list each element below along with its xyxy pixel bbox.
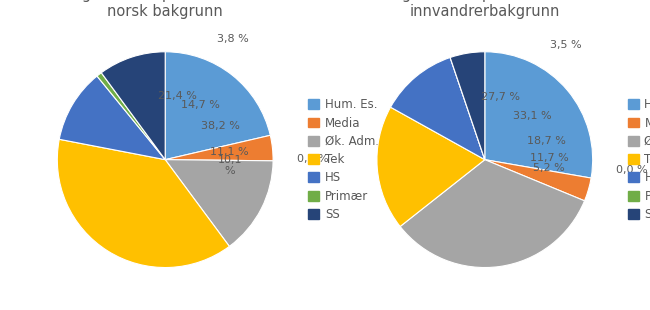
- Text: 11,1 %: 11,1 %: [210, 148, 249, 157]
- Text: 11,7 %: 11,7 %: [530, 153, 569, 163]
- Wedge shape: [165, 135, 273, 161]
- Wedge shape: [97, 73, 165, 160]
- Legend: Hum. Es., Media, Øk. Adm., Tek, HS, Primær, SS: Hum. Es., Media, Øk. Adm., Tek, HS, Prim…: [625, 96, 650, 224]
- Text: 21,4 %: 21,4 %: [158, 91, 197, 101]
- Text: 0,0 %: 0,0 %: [616, 166, 647, 175]
- Text: 14,7 %: 14,7 %: [181, 100, 220, 110]
- Wedge shape: [165, 52, 270, 160]
- Text: 18,7 %: 18,7 %: [528, 136, 566, 146]
- Text: 38,2 %: 38,2 %: [202, 121, 240, 131]
- Wedge shape: [165, 160, 273, 246]
- Title: Fagfelt blant personer med
innvandrerbakgrunn: Fagfelt blant personer med innvandrerbak…: [385, 0, 584, 20]
- Text: 3,8 %: 3,8 %: [217, 34, 249, 44]
- Wedge shape: [391, 57, 485, 160]
- Text: 0,8 %: 0,8 %: [297, 154, 328, 164]
- Text: 33,1 %: 33,1 %: [514, 111, 552, 121]
- Wedge shape: [59, 76, 165, 160]
- Text: 5,2 %: 5,2 %: [533, 163, 565, 173]
- Wedge shape: [101, 52, 165, 160]
- Text: 10,1
%: 10,1 %: [217, 155, 242, 176]
- Wedge shape: [377, 107, 485, 227]
- Wedge shape: [450, 57, 485, 160]
- Wedge shape: [485, 160, 591, 201]
- Text: 3,5 %: 3,5 %: [549, 40, 581, 50]
- Title: Fagfelt blant personer med
norsk bakgrunn: Fagfelt blant personer med norsk bakgrun…: [66, 0, 265, 20]
- Text: 27,7 %: 27,7 %: [481, 92, 520, 102]
- Wedge shape: [450, 52, 485, 160]
- Wedge shape: [400, 160, 584, 268]
- Legend: Hum. Es., Media, Øk. Adm., Tek, HS, Primær, SS: Hum. Es., Media, Øk. Adm., Tek, HS, Prim…: [306, 96, 382, 224]
- Wedge shape: [57, 139, 229, 268]
- Wedge shape: [485, 52, 593, 178]
